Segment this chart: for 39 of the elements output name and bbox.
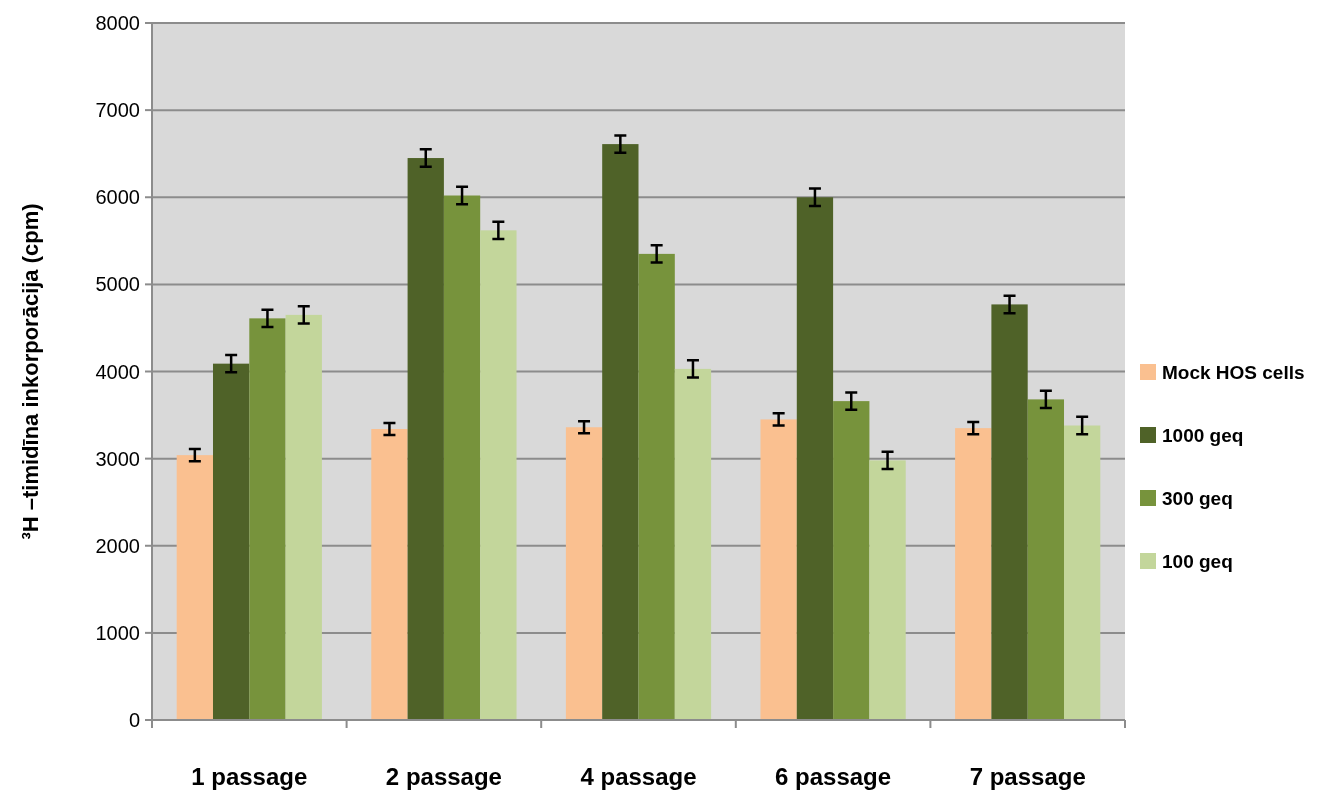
y-tick-label: 8000 <box>95 12 140 34</box>
bar <box>176 455 213 720</box>
legend-label: 300 geq <box>1162 487 1233 509</box>
y-tick-label: 7000 <box>95 99 140 122</box>
legend-label: 100 geq <box>1162 550 1233 572</box>
bar <box>443 195 481 720</box>
bar <box>869 460 906 720</box>
y-tick-label: 6000 <box>95 186 140 209</box>
bar <box>1064 425 1101 720</box>
x-tick-label: 6 passage <box>775 763 892 790</box>
bar <box>760 419 797 720</box>
bar <box>480 230 517 720</box>
bar <box>565 427 603 720</box>
bar <box>638 253 675 720</box>
bar <box>991 304 1028 720</box>
y-axis-title: ³H –timidīna inkorporācija (cpm) <box>18 203 43 540</box>
x-tick-label: 7 passage <box>969 763 1086 790</box>
bar <box>407 158 444 720</box>
y-tick-label: 4000 <box>95 360 140 383</box>
bar <box>212 363 250 720</box>
bar <box>371 429 408 720</box>
x-tick-label: 2 passage <box>385 763 502 790</box>
x-tick-label: 1 passage <box>191 763 308 790</box>
bar <box>1027 399 1065 720</box>
y-tick-label: 5000 <box>95 273 140 296</box>
y-tick-label: 3000 <box>95 447 140 470</box>
y-tick-label: 2000 <box>95 534 140 557</box>
y-tick-label: 0 <box>128 709 140 731</box>
legend-label: 1000 geq <box>1162 424 1244 446</box>
bar <box>796 197 834 720</box>
bar <box>955 428 992 720</box>
x-tick-label: 4 passage <box>580 763 697 790</box>
bar <box>285 314 322 720</box>
bar <box>602 144 639 720</box>
bar <box>249 318 286 720</box>
bar <box>674 368 712 720</box>
bar <box>833 401 870 720</box>
legend-label: Mock HOS cells <box>1162 361 1305 383</box>
y-tick-label: 1000 <box>95 621 140 644</box>
